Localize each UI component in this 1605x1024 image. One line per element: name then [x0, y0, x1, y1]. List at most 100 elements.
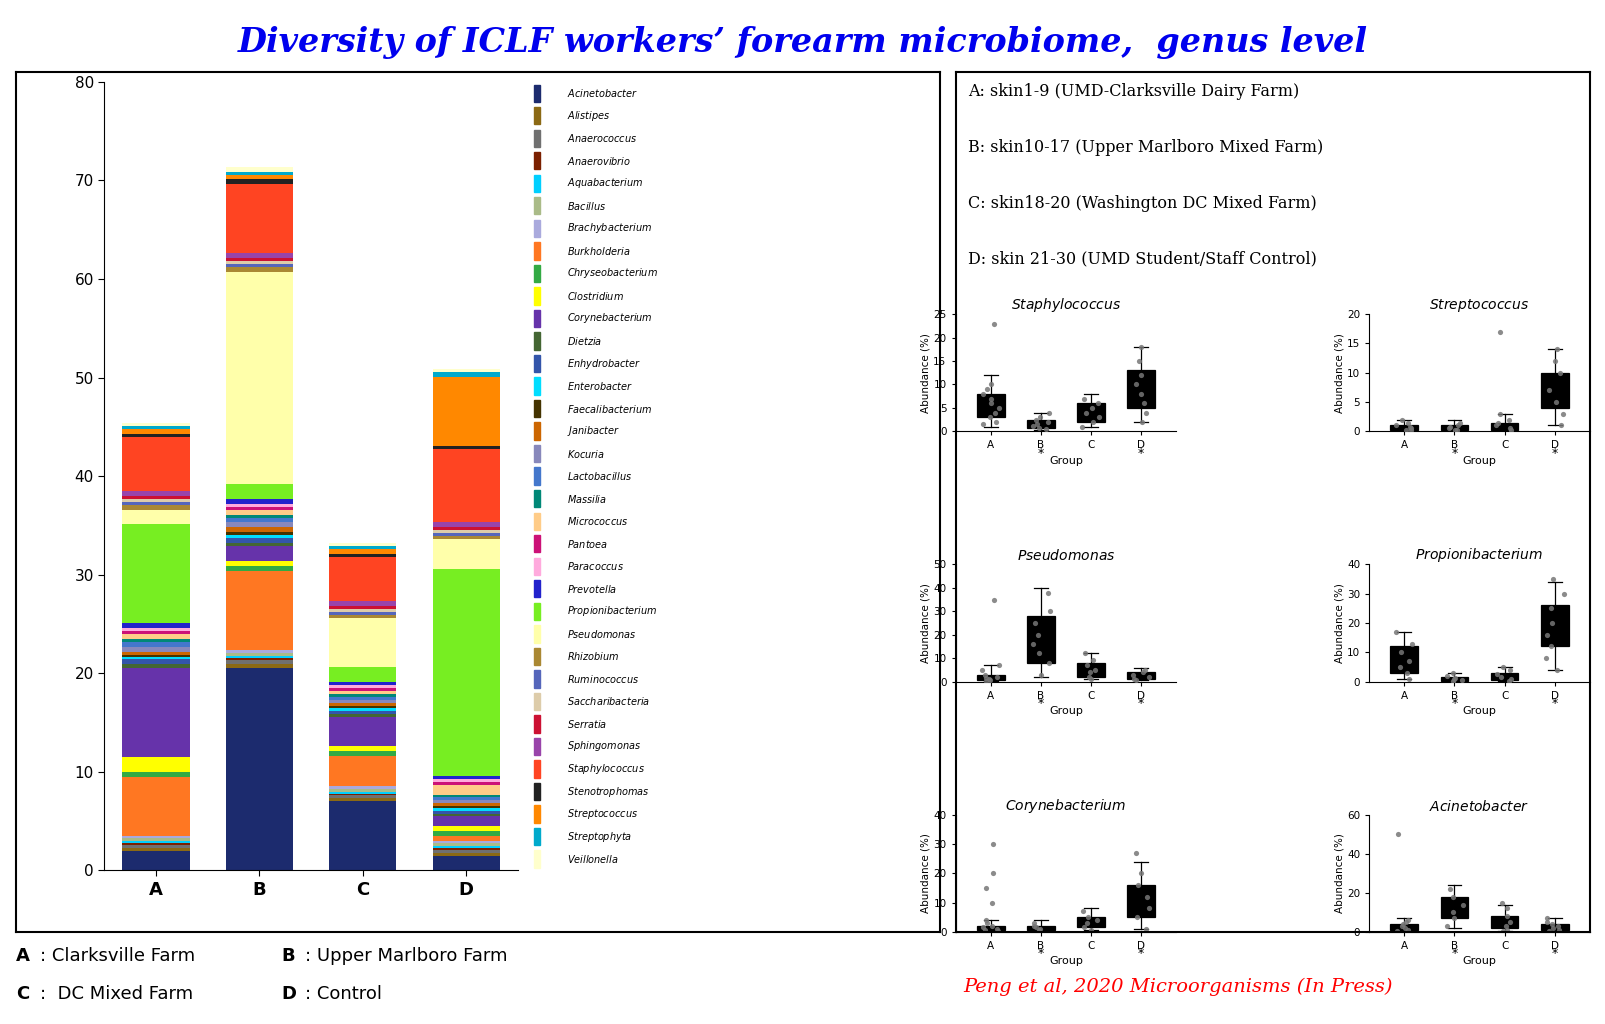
Point	[1395, 912, 1420, 929]
Point	[1026, 645, 1051, 662]
Text: $\it{Aquabacterium}$: $\it{Aquabacterium}$	[567, 176, 642, 190]
Point	[1483, 417, 1509, 433]
Text: *: *	[1037, 696, 1043, 710]
Bar	[329, 702, 396, 706]
Bar	[122, 772, 189, 777]
Text: : Upper Marlboro Farm: : Upper Marlboro Farm	[305, 947, 507, 966]
Point	[984, 921, 1010, 937]
Point	[1440, 665, 1465, 681]
Bar	[534, 648, 539, 665]
X-axis label: Group: Group	[1048, 707, 1082, 716]
Text: *: *	[1037, 446, 1043, 460]
Point	[1124, 909, 1149, 926]
PathPatch shape	[1027, 926, 1054, 931]
Point	[968, 662, 993, 678]
Bar	[432, 856, 499, 870]
Point	[1128, 865, 1154, 882]
Point	[1486, 324, 1512, 340]
Point	[1496, 662, 1522, 678]
Y-axis label: Abundance (%): Abundance (%)	[920, 583, 929, 663]
Bar	[122, 757, 189, 772]
Bar	[534, 851, 539, 867]
Bar	[226, 566, 292, 570]
Bar	[226, 184, 292, 253]
Bar	[226, 665, 292, 669]
Point	[1396, 419, 1422, 435]
Point	[1382, 417, 1408, 433]
PathPatch shape	[1440, 425, 1467, 430]
Title: $\it{Staphylococcus}$: $\it{Staphylococcus}$	[1010, 296, 1120, 314]
Point	[1125, 877, 1151, 893]
Bar	[122, 628, 189, 631]
Point	[1441, 422, 1467, 438]
Point	[1122, 672, 1148, 688]
Point	[1085, 395, 1111, 412]
Bar	[329, 557, 396, 601]
Bar	[534, 265, 539, 282]
Bar	[226, 570, 292, 649]
Point	[1395, 653, 1420, 670]
Point	[976, 671, 1002, 687]
Text: *: *	[1451, 947, 1457, 961]
PathPatch shape	[1077, 663, 1104, 677]
Bar	[432, 781, 499, 784]
Point	[985, 923, 1011, 939]
Point	[1074, 914, 1099, 931]
Point	[1071, 645, 1096, 662]
Bar	[432, 522, 499, 527]
Bar	[432, 568, 499, 776]
Title: $\it{Pseudomonas}$: $\it{Pseudomonas}$	[1016, 548, 1114, 563]
Bar	[329, 788, 396, 792]
Text: Diversity of ICLF workers’ forearm microbiome,  genus level: Diversity of ICLF workers’ forearm micro…	[238, 26, 1367, 58]
Point	[1440, 904, 1465, 921]
Bar	[226, 522, 292, 527]
Bar	[432, 534, 499, 537]
Bar	[226, 515, 292, 517]
Bar	[226, 536, 292, 539]
Point	[1082, 662, 1107, 678]
Bar	[534, 400, 539, 417]
Bar	[226, 649, 292, 652]
Point	[1448, 672, 1473, 688]
Bar	[329, 612, 396, 615]
Point	[969, 386, 995, 402]
Bar	[432, 795, 499, 798]
Point	[1021, 914, 1046, 931]
Text: *: *	[1037, 947, 1043, 961]
Point	[1433, 918, 1459, 934]
Point	[1536, 600, 1562, 616]
Point	[985, 399, 1011, 416]
Point	[1027, 667, 1053, 683]
Point	[1022, 412, 1048, 428]
Bar	[534, 806, 539, 822]
Point	[1385, 826, 1411, 843]
Bar	[432, 836, 499, 841]
Text: D: skin 21-30 (UMD Student/Staff Control): D: skin 21-30 (UMD Student/Staff Control…	[968, 251, 1316, 267]
Text: C: skin18-20 (Washington DC Mixed Farm): C: skin18-20 (Washington DC Mixed Farm)	[968, 195, 1316, 212]
Point	[1433, 668, 1459, 684]
Bar	[432, 848, 499, 850]
Bar	[329, 618, 396, 668]
Bar	[122, 496, 189, 499]
Bar	[226, 264, 292, 267]
Y-axis label: Abundance (%): Abundance (%)	[920, 834, 929, 913]
Point	[973, 673, 998, 689]
Text: $\it{Ruminococcus}$: $\it{Ruminococcus}$	[567, 673, 639, 685]
Point	[977, 390, 1003, 407]
Point	[1026, 923, 1051, 939]
Text: $\it{Anaerovibrio}$: $\it{Anaerovibrio}$	[567, 155, 631, 167]
Point	[1037, 603, 1063, 620]
Point	[1544, 662, 1570, 678]
Point	[1075, 669, 1101, 685]
Bar	[534, 828, 539, 845]
Bar	[329, 685, 396, 688]
Bar	[432, 846, 499, 848]
Point	[1136, 900, 1162, 916]
PathPatch shape	[1027, 616, 1054, 663]
Bar	[226, 507, 292, 510]
Bar	[329, 688, 396, 691]
Point	[973, 912, 998, 929]
Point	[1127, 386, 1152, 402]
Point	[1489, 658, 1515, 675]
Text: *: *	[1451, 696, 1457, 710]
